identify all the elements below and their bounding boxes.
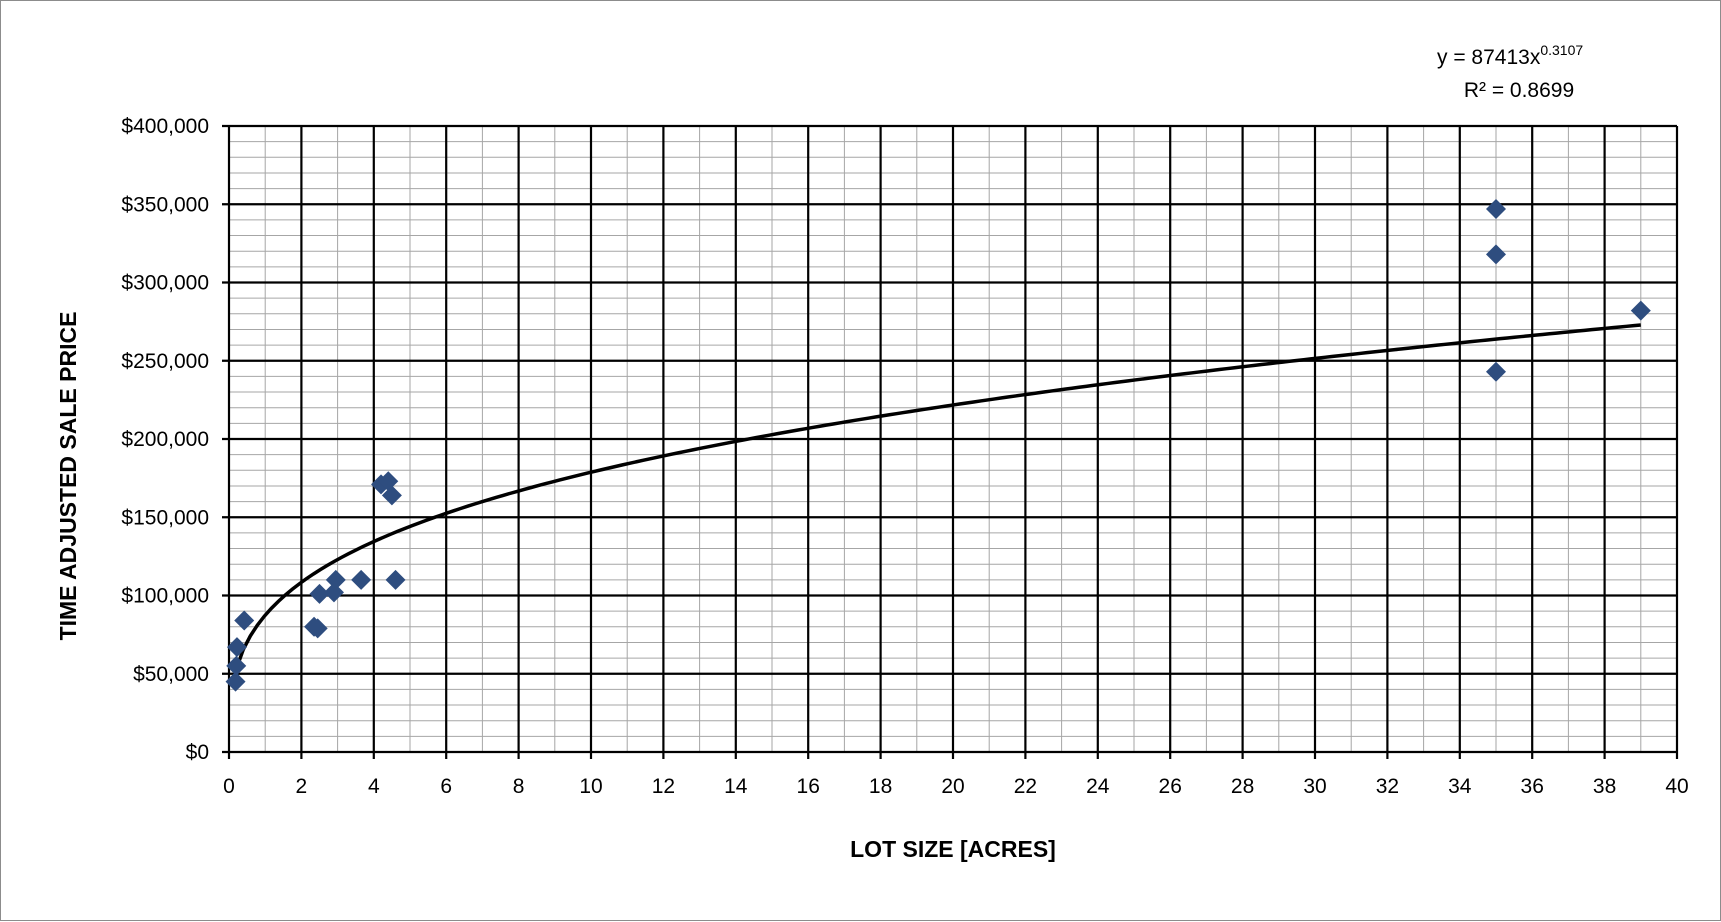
x-axis-tick-labels: 0 2 4 6 8 10 12 14 16 18 20 22 24 26 28 30 32 34 36 38 40 <box>223 775 1689 798</box>
data-point-marker <box>1486 361 1506 382</box>
data-point-marker <box>309 583 330 604</box>
y-tick-label: $300,000 <box>121 272 209 295</box>
x-tick-label: 12 <box>652 775 675 798</box>
y-tick-label: $350,000 <box>121 193 209 216</box>
x-tick-label: 8 <box>513 775 525 798</box>
data-point-marker <box>381 485 402 506</box>
x-tick-label: 30 <box>1303 775 1326 798</box>
y-tick-label: $0 <box>186 741 209 764</box>
trendline-equation: y = 87413x0.3107 <box>1437 42 1583 69</box>
y-tick-label: $400,000 <box>121 115 209 138</box>
x-tick-label: 22 <box>1014 775 1037 798</box>
data-point-marker <box>323 582 344 603</box>
x-axis-title: LOT SIZE [ACRES] <box>850 836 1056 862</box>
y-axis-title: TIME ADJUSTED SALE PRICE <box>55 312 81 641</box>
data-point-marker <box>378 471 399 492</box>
x-tick-label: 32 <box>1376 775 1399 798</box>
data-point-marker <box>325 569 346 590</box>
x-tick-label: 26 <box>1159 775 1182 798</box>
x-tick-label: 24 <box>1086 775 1110 798</box>
data-point-marker <box>1486 244 1506 265</box>
x-tick-label: 10 <box>579 775 602 798</box>
x-tick-label: 14 <box>724 775 748 798</box>
y-tick-label: $150,000 <box>121 506 209 529</box>
y-tick-label: $50,000 <box>133 663 209 686</box>
x-tick-label: 34 <box>1448 775 1472 798</box>
x-tick-label: 6 <box>440 775 452 798</box>
data-point-marker <box>226 655 247 676</box>
major-gridlines <box>222 124 1679 759</box>
x-tick-label: 2 <box>296 775 308 798</box>
data-point-marker <box>225 671 246 692</box>
x-tick-label: 18 <box>869 775 892 798</box>
y-tick-label: $100,000 <box>121 585 209 608</box>
data-point-marker <box>351 569 372 590</box>
x-tick-label: 16 <box>797 775 820 798</box>
x-tick-label: 38 <box>1593 775 1616 798</box>
y-tick-label: $250,000 <box>121 350 209 373</box>
data-point-marker <box>1486 198 1506 219</box>
data-point-marker <box>307 618 328 639</box>
data-point-marker <box>234 610 255 631</box>
data-point-marker <box>385 569 406 590</box>
x-tick-label: 4 <box>368 775 380 798</box>
x-tick-label: 20 <box>941 775 964 798</box>
x-tick-label: 28 <box>1231 775 1254 798</box>
x-tick-label: 0 <box>223 775 235 798</box>
data-points <box>225 198 1651 692</box>
x-tick-label: 40 <box>1665 775 1688 798</box>
y-axis-tick-labels: $0 $50,000 $100,000 $150,000 $200,000 $250,00… <box>121 115 209 764</box>
trendline-r-squared: R² = 0.8699 <box>1464 79 1574 102</box>
power-trendline <box>234 323 1641 670</box>
y-tick-label: $200,000 <box>121 428 209 451</box>
data-point-marker <box>226 637 247 658</box>
data-point-marker <box>1630 300 1651 321</box>
x-tick-label: 36 <box>1521 775 1544 798</box>
